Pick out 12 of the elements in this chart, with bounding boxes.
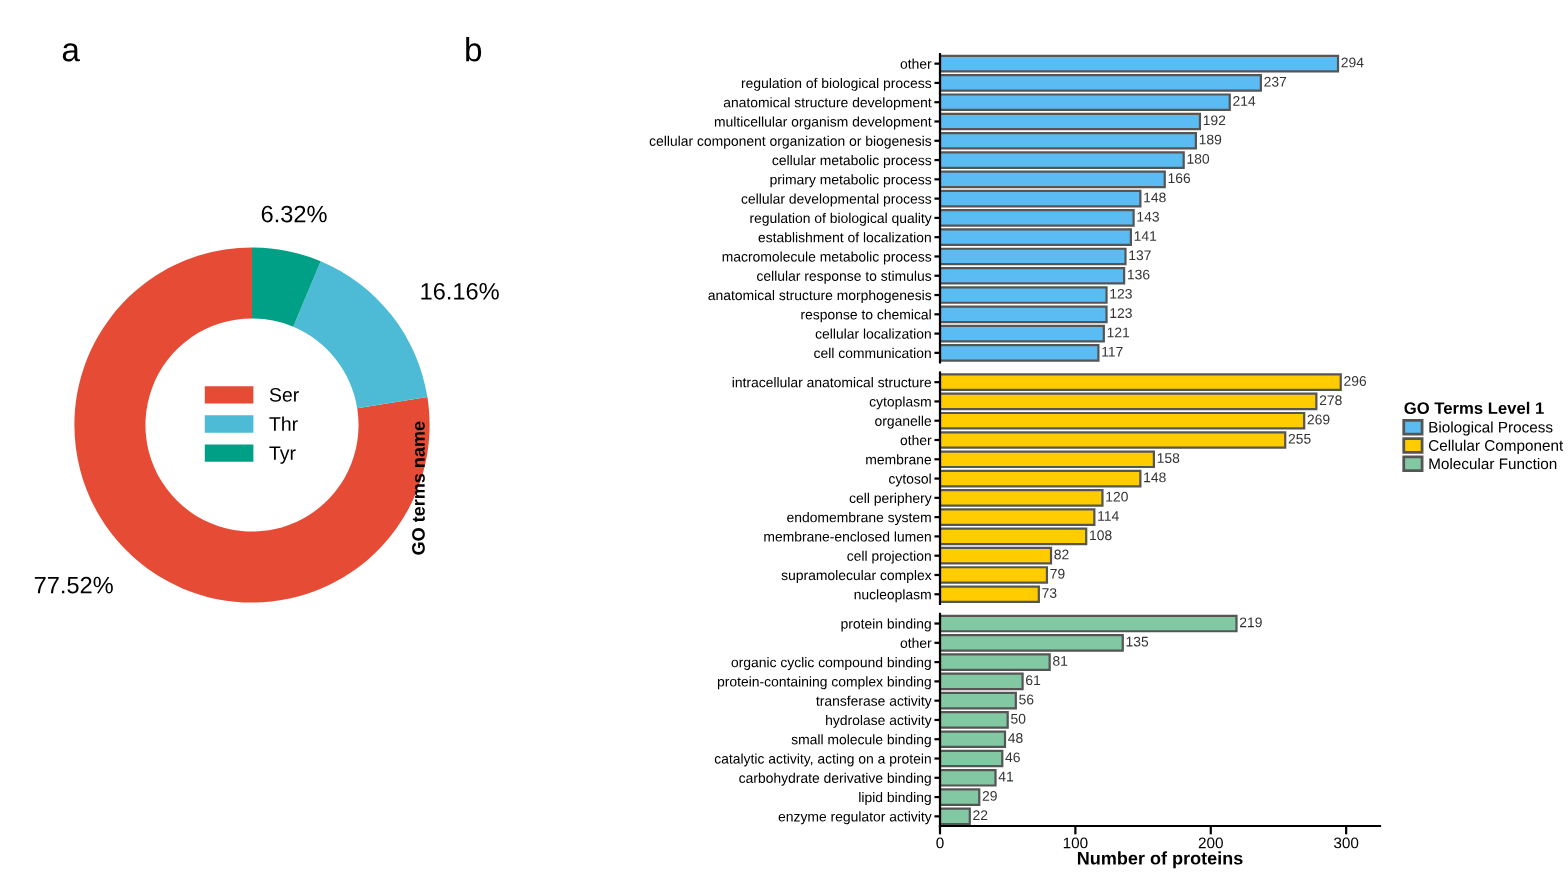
legend-label: Ser [269, 387, 299, 402]
x-axis-title: Number of proteins [1077, 851, 1243, 869]
donut-slice [252, 247, 321, 327]
data-label: 77.52% [34, 576, 113, 594]
legend-title: GO Terms Level 1 [1404, 401, 1544, 415]
legend-label: Thr [269, 416, 298, 431]
data-label: 16.16% [421, 282, 499, 300]
data-label: 6.32% [261, 205, 327, 223]
chart-title: a [62, 43, 80, 62]
legend-label: Tyr [269, 446, 296, 464]
text: b [466, 37, 482, 62]
y-axis-title: GO terms name [412, 421, 425, 555]
